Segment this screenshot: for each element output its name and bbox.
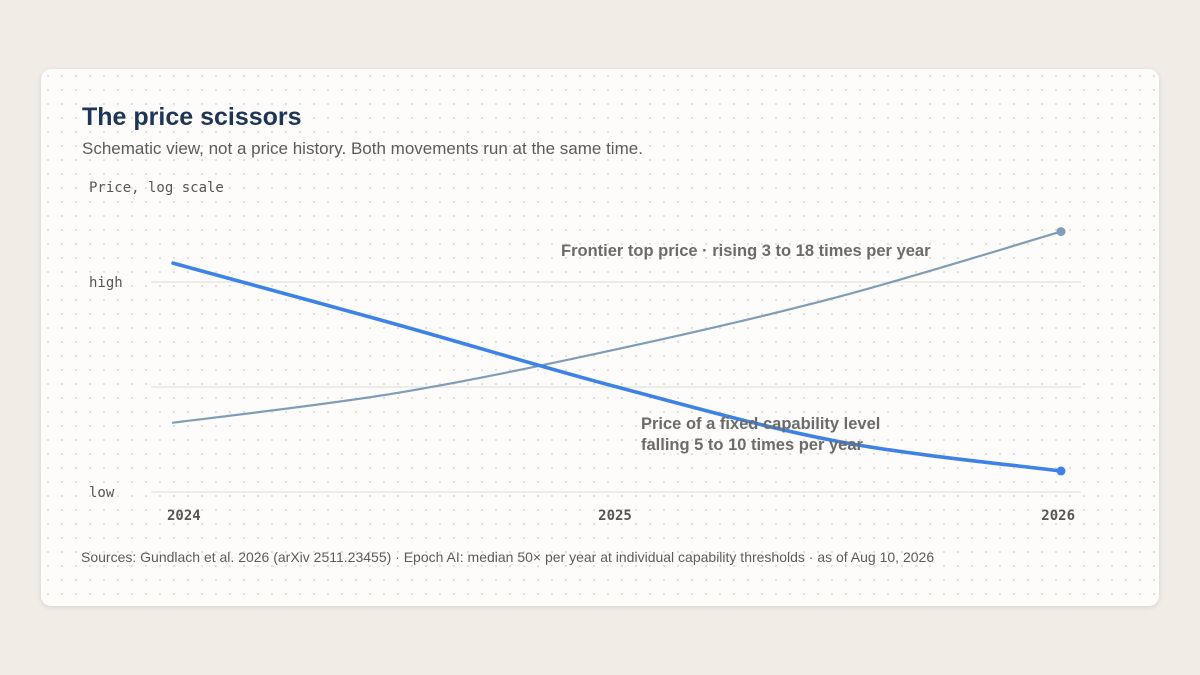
- chart-card: The price scissors Schematic view, not a…: [41, 69, 1159, 606]
- frontier-top-price-line: [171, 230, 1063, 424]
- chart-plot: Price, log scale high low 2024 2025 2026 Fro…: [89, 180, 1081, 524]
- fixed-capability-price-label: Price of a fixed capability level falling…: [641, 415, 880, 454]
- series-labels: Frontier top price · rising 3 to 18 time…: [561, 242, 931, 454]
- x-tick-label-2024: 2024: [167, 508, 201, 524]
- fixed-capability-price-line: [171, 261, 1063, 473]
- y-tick-label-0: high: [89, 275, 123, 291]
- x-tick-label-2025: 2025: [598, 508, 632, 524]
- fixed-capability-price-label-line-0: Price of a fixed capability level: [641, 415, 880, 433]
- y-axis-label: Price, log scale: [89, 180, 224, 196]
- chart-subtitle: Schematic view, not a price history. Bot…: [82, 139, 643, 158]
- series-layer: [171, 227, 1066, 476]
- frontier-top-price-label: Frontier top price · rising 3 to 18 time…: [561, 242, 931, 260]
- chart-title: The price scissors: [82, 103, 302, 131]
- source-note: Sources: Gundlach et al. 2026 (arXiv 251…: [81, 549, 935, 565]
- fixed-capability-price-label-line-1: falling 5 to 10 times per year: [641, 436, 863, 454]
- y-tick-label-1: low: [89, 485, 115, 501]
- fixed-capability-price-end-point: [1056, 466, 1066, 476]
- x-tick-label-2026: 2026: [1041, 508, 1075, 524]
- axis-ticks: high low 2024 2025 2026: [89, 275, 1075, 524]
- frontier-top-price-end-point: [1056, 227, 1066, 237]
